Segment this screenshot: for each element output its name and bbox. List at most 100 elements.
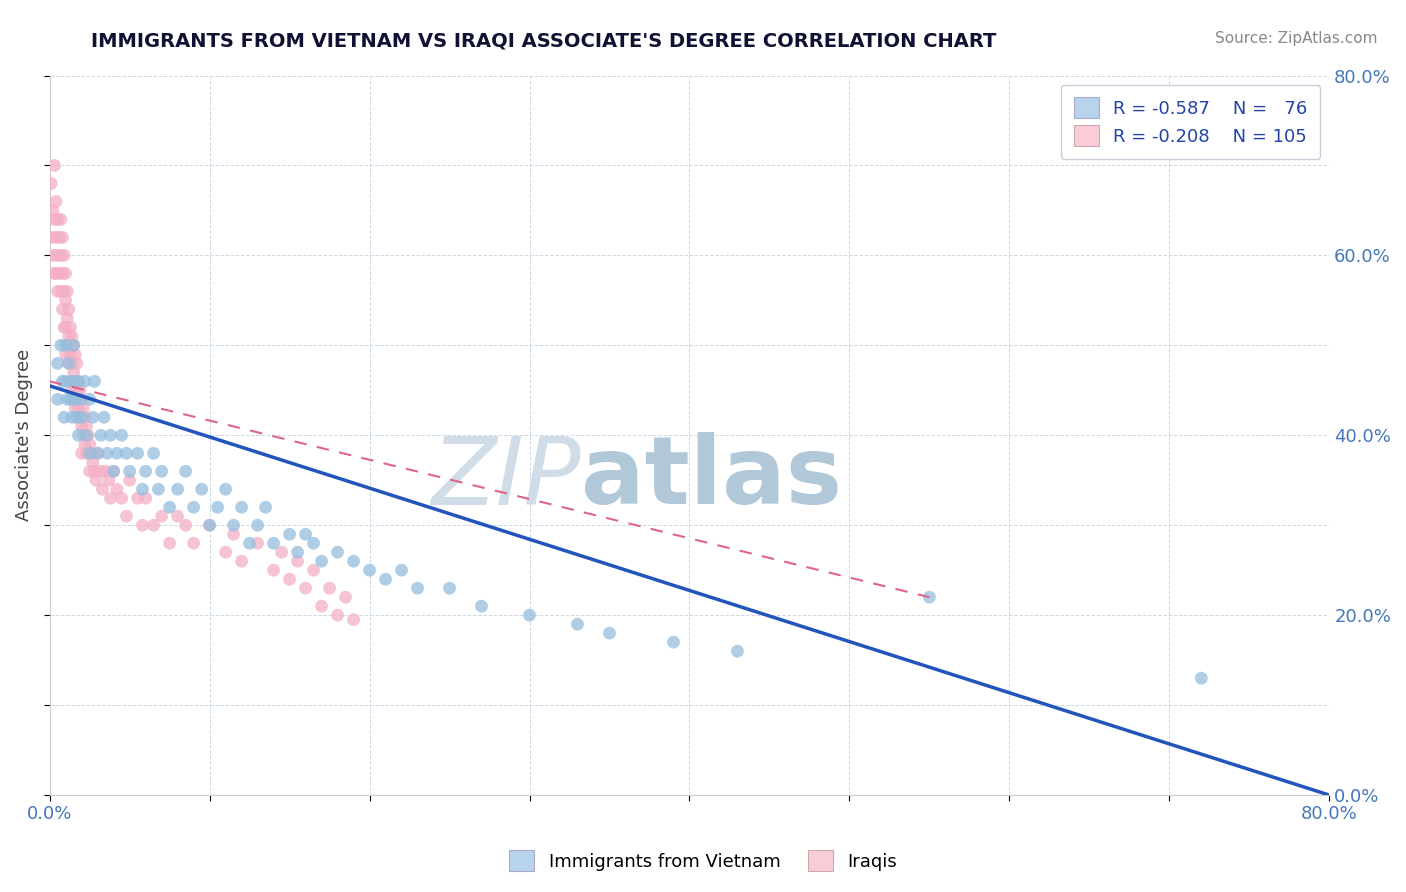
Point	[166, 509, 188, 524]
Legend: Immigrants from Vietnam, Iraqis: Immigrants from Vietnam, Iraqis	[502, 843, 904, 879]
Point	[278, 527, 301, 541]
Point	[46, 212, 69, 227]
Point	[100, 491, 122, 506]
Point	[82, 455, 104, 469]
Point	[439, 581, 461, 595]
Point	[318, 581, 340, 595]
Point	[70, 446, 93, 460]
Legend: R = -0.587    N =   76, R = -0.208    N = 105: R = -0.587 N = 76, R = -0.208 N = 105	[1062, 85, 1320, 159]
Point	[44, 212, 66, 227]
Point	[519, 608, 541, 623]
Point	[60, 410, 83, 425]
Point	[55, 347, 77, 361]
Point	[56, 311, 79, 326]
Point	[278, 572, 301, 586]
Point	[59, 374, 82, 388]
Point	[67, 374, 90, 388]
Point	[214, 482, 236, 496]
Point	[53, 248, 76, 262]
Point	[60, 384, 83, 398]
Point	[159, 536, 181, 550]
Point	[65, 347, 87, 361]
Point	[42, 203, 65, 218]
Point	[65, 392, 87, 407]
Point	[75, 419, 97, 434]
Point	[62, 338, 84, 352]
Point	[49, 212, 72, 227]
Text: atlas: atlas	[581, 433, 842, 524]
Point	[70, 419, 93, 434]
Point	[58, 302, 80, 317]
Point	[59, 392, 82, 407]
Point	[222, 527, 245, 541]
Point	[55, 320, 77, 334]
Text: ZIP: ZIP	[432, 433, 581, 524]
Point	[598, 626, 620, 640]
Point	[39, 177, 62, 191]
Point	[73, 437, 96, 451]
Point	[73, 374, 96, 388]
Point	[69, 392, 91, 407]
Point	[135, 491, 157, 506]
Point	[93, 410, 115, 425]
Point	[53, 320, 76, 334]
Point	[70, 410, 93, 425]
Point	[190, 482, 212, 496]
Point	[51, 302, 73, 317]
Point	[83, 464, 105, 478]
Point	[174, 464, 197, 478]
Point	[66, 356, 89, 370]
Point	[198, 518, 221, 533]
Point	[342, 613, 364, 627]
Point	[42, 248, 65, 262]
Text: Source: ZipAtlas.com: Source: ZipAtlas.com	[1215, 31, 1378, 46]
Point	[94, 464, 117, 478]
Point	[105, 446, 128, 460]
Point	[207, 500, 229, 515]
Point	[239, 536, 262, 550]
Point	[1189, 671, 1212, 685]
Point	[72, 428, 94, 442]
Point	[75, 446, 97, 460]
Point	[46, 285, 69, 299]
Point	[302, 563, 325, 577]
Point	[82, 410, 104, 425]
Point	[105, 482, 128, 496]
Point	[254, 500, 277, 515]
Point	[470, 599, 492, 614]
Point	[103, 464, 125, 478]
Point	[75, 428, 97, 442]
Point	[66, 410, 89, 425]
Point	[727, 644, 749, 658]
Point	[183, 536, 205, 550]
Point	[918, 590, 941, 604]
Point	[118, 464, 141, 478]
Point	[45, 194, 67, 209]
Point	[118, 473, 141, 487]
Point	[567, 617, 589, 632]
Point	[294, 527, 316, 541]
Point	[287, 545, 309, 559]
Point	[391, 563, 413, 577]
Point	[335, 590, 357, 604]
Point	[62, 338, 84, 352]
Point	[231, 554, 253, 568]
Point	[150, 464, 173, 478]
Point	[62, 374, 84, 388]
Point	[127, 446, 149, 460]
Point	[311, 599, 333, 614]
Point	[131, 518, 153, 533]
Point	[60, 329, 83, 343]
Point	[56, 338, 79, 352]
Point	[62, 392, 84, 407]
Point	[44, 266, 66, 280]
Point	[73, 410, 96, 425]
Point	[246, 518, 269, 533]
Point	[302, 536, 325, 550]
Point	[67, 401, 90, 416]
Point	[342, 554, 364, 568]
Point	[67, 374, 90, 388]
Point	[46, 356, 69, 370]
Point	[84, 473, 107, 487]
Point	[51, 374, 73, 388]
